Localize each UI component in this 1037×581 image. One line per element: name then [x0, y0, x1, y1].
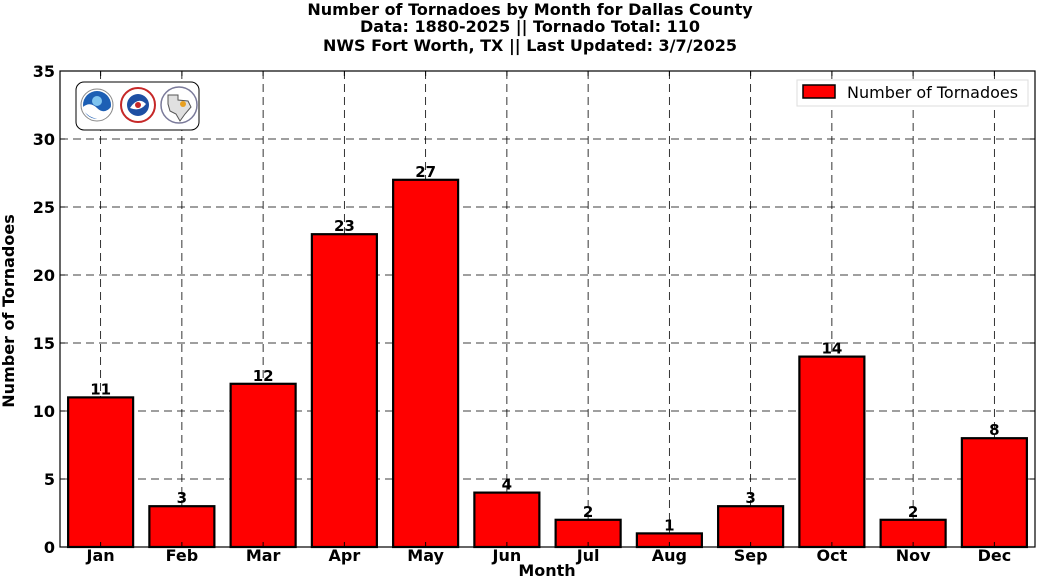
bars	[67, 178, 1028, 549]
y-tick-label: 35	[33, 62, 55, 81]
data-label-feb: 3	[177, 489, 187, 507]
logo-box	[75, 81, 200, 131]
bar-feb	[148, 505, 216, 549]
x-tick-label: Nov	[896, 546, 931, 565]
x-tick-label: Jun	[492, 546, 522, 565]
y-tick-label: 0	[44, 538, 55, 557]
nws-fort-worth-logo-icon	[160, 86, 198, 124]
legend: Number of Tornadoes	[796, 79, 1029, 107]
y-axis-label: Number of Tornadoes	[0, 214, 18, 407]
axis-ticks: 0510152025303511Jan3Feb12Mar23Apr27May4J…	[33, 62, 1035, 565]
x-tick-label: Sep	[734, 546, 768, 565]
grid-lines	[60, 71, 1035, 547]
bar-may	[392, 178, 460, 549]
x-tick-label: Mar	[246, 546, 281, 565]
data-label-dec: 8	[989, 421, 999, 439]
y-tick-label: 25	[33, 198, 55, 217]
nws-logo-icon	[120, 87, 156, 123]
data-label-aug: 1	[664, 516, 674, 534]
data-label-jun: 4	[502, 476, 512, 494]
x-tick-label: Jul	[576, 546, 600, 565]
bar-dec	[960, 437, 1028, 549]
y-tick-label: 10	[33, 402, 55, 421]
legend-swatch	[802, 84, 836, 99]
data-label-apr: 23	[334, 217, 355, 235]
data-label-jan: 11	[90, 380, 111, 398]
data-label-mar: 12	[253, 367, 274, 385]
chart-subtitle-1: Data: 1880-2025 || Tornado Total: 110	[360, 17, 700, 36]
x-tick-label: Aug	[652, 546, 687, 565]
bar-sep	[717, 505, 785, 549]
legend-label: Number of Tornadoes	[847, 83, 1018, 102]
bar-jan	[67, 396, 135, 549]
x-tick-label: Feb	[166, 546, 199, 565]
y-tick-label: 20	[33, 266, 55, 285]
y-tick-label: 15	[33, 334, 55, 353]
x-tick-label: Oct	[817, 546, 848, 565]
chart-title: Number of Tornadoes by Month for Dallas …	[307, 0, 753, 19]
y-tick-label: 30	[33, 130, 55, 149]
bar-jun	[473, 491, 541, 549]
x-tick-label: Jan	[86, 546, 115, 565]
bar-mar	[229, 382, 297, 549]
chart-subtitle-2: NWS Fort Worth, TX || Last Updated: 3/7/…	[322, 36, 738, 55]
data-label-sep: 3	[745, 489, 755, 507]
data-label-may: 27	[415, 163, 436, 181]
plot-frame	[59, 70, 1036, 548]
data-label-nov: 2	[908, 503, 918, 521]
x-tick-label: Dec	[978, 546, 1012, 565]
noaa-logo-icon	[80, 88, 114, 122]
bar-apr	[310, 233, 378, 549]
x-tick-label: Apr	[329, 546, 361, 565]
data-label-jul: 2	[583, 503, 593, 521]
x-tick-label: May	[407, 546, 444, 565]
x-axis-label: Month	[518, 561, 575, 580]
y-tick-label: 5	[44, 470, 55, 489]
data-label-oct: 14	[821, 340, 842, 358]
bar-oct	[798, 355, 866, 549]
